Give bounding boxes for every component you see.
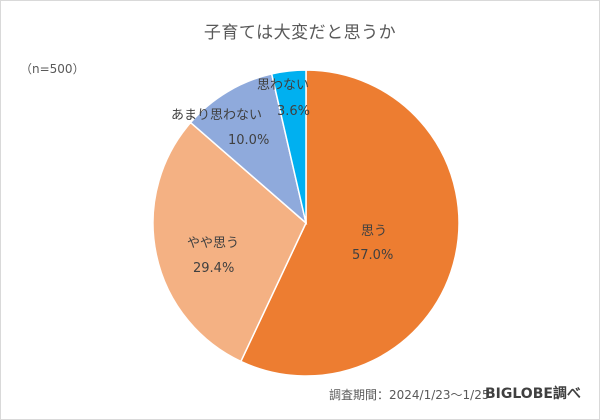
survey-period: 調査期間：2024/1/23～1/25 (329, 388, 490, 402)
pie-slices (152, 69, 460, 377)
source-credit: BIGLOBE調べ (485, 386, 581, 402)
slice-omowanai (270, 69, 307, 224)
sample-size: （n=500） (20, 62, 85, 76)
slice-value-omou: 57.0% (352, 248, 394, 263)
chart-title: 子育ては大変だと思うか (203, 23, 397, 43)
slice-label-yaya-omou: やや思う (187, 236, 240, 251)
slice-label-omowanai: 思わない (257, 78, 310, 93)
slice-value-yaya-omou: 29.4% (193, 261, 235, 276)
slice-label-amari-omowanai: あまり思わない (171, 108, 263, 123)
slice-yaya-omou (152, 121, 307, 363)
slice-value-amari-omowanai: 10.0% (228, 133, 270, 148)
slice-label-omou: 思う (361, 224, 388, 239)
slice-amari-omowanai (189, 72, 308, 226)
slice-omou (239, 69, 460, 377)
slice-value-omowanai: 3.6% (277, 104, 311, 119)
